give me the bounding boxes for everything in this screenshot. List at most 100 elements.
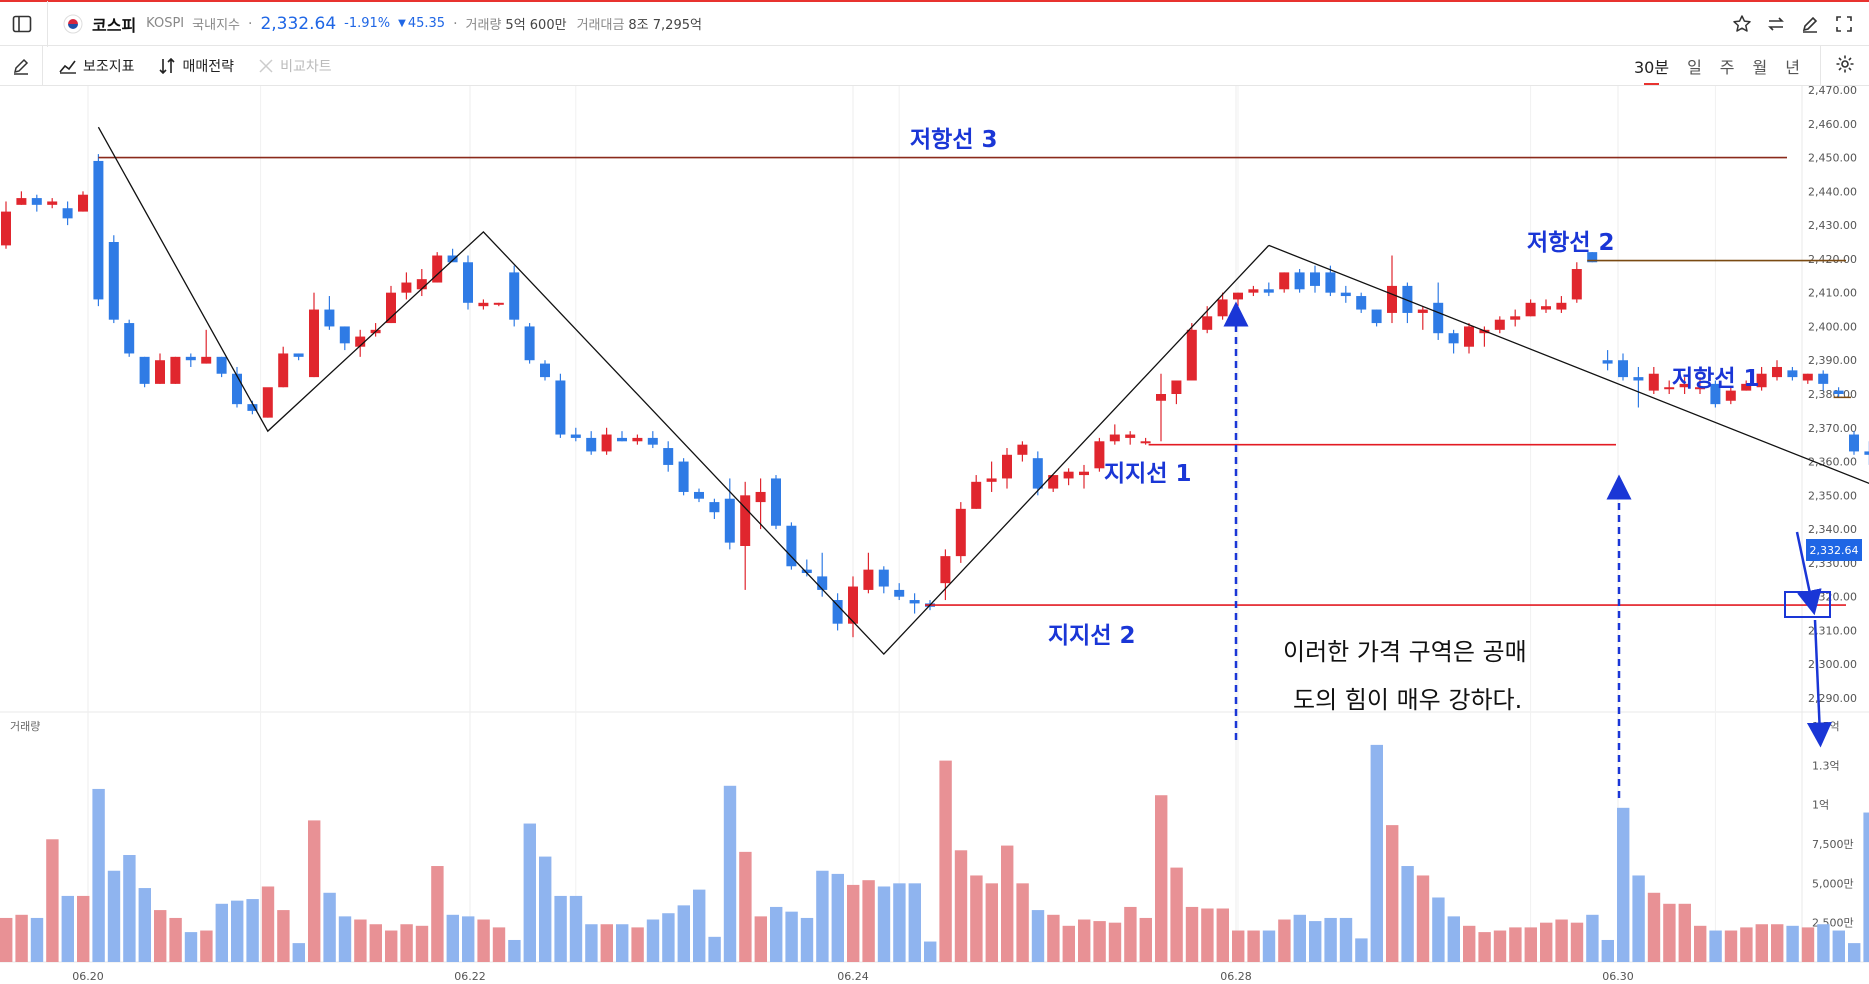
swap-icon[interactable] — [1765, 13, 1787, 35]
candle-body — [1417, 309, 1428, 313]
volume-bar — [1632, 875, 1645, 962]
volume-bar — [415, 925, 429, 962]
volume-bar — [0, 917, 13, 962]
candle-body — [1664, 387, 1675, 390]
candle-body — [617, 437, 627, 442]
candle-body — [1079, 471, 1089, 476]
candle-body — [971, 481, 982, 509]
volume-bar — [154, 910, 167, 962]
timeframe-30min[interactable]: 30분 — [1634, 54, 1669, 85]
candle-body — [632, 437, 643, 442]
compare-chart-button[interactable]: 비교차트 — [258, 56, 332, 76]
candle-body — [170, 356, 181, 384]
volume-bar — [1817, 924, 1830, 962]
volume-tick-label: 1억 — [1812, 799, 1829, 812]
volume-bar — [1863, 812, 1869, 962]
volume-bar — [1663, 903, 1676, 962]
volume-bar — [1355, 938, 1368, 962]
zigzag-trend-line — [97, 126, 1270, 656]
volume-bar — [261, 886, 275, 962]
down-triangle-icon: ▼ — [398, 18, 406, 29]
candle-body — [1618, 360, 1628, 378]
price-tick-label: 2,300.00 — [1808, 658, 1857, 671]
price-chart[interactable]: 2,470.00 2,460.00 2,450.00 2,440.00 2,430.00… — [0, 86, 1869, 984]
volume-bar — [1108, 922, 1122, 962]
candle-body — [339, 326, 350, 344]
price-tick-label: 2,470.00 — [1808, 86, 1857, 97]
candle-body — [1279, 272, 1290, 290]
volume-bar — [1031, 910, 1045, 962]
timeframe-year[interactable]: 년 — [1785, 57, 1800, 77]
candle-body — [1356, 296, 1367, 310]
candle-body — [478, 302, 489, 307]
volume-bar — [354, 919, 367, 962]
candle-body — [1833, 390, 1844, 394]
candle-body — [108, 242, 119, 320]
volume-panel-label: 거래량 — [10, 720, 40, 733]
volume-bar — [1617, 807, 1630, 962]
volume-bar — [1786, 925, 1799, 962]
volume-bar — [1201, 908, 1214, 962]
volume-bar — [215, 903, 228, 962]
timeframe-day[interactable]: 일 — [1687, 57, 1702, 77]
strategy-button[interactable]: 매매전략 — [158, 56, 234, 76]
sidebar-toggle-icon[interactable] — [11, 13, 33, 35]
timeframe-month[interactable]: 월 — [1752, 57, 1768, 77]
volume-bars — [0, 744, 1869, 962]
candle-body — [1063, 471, 1074, 479]
volume-bar — [1694, 925, 1707, 962]
price-tick-label: 2,380.00 — [1808, 388, 1857, 401]
candle-body — [324, 309, 335, 327]
star-icon[interactable] — [1731, 13, 1753, 35]
volume-bar — [831, 873, 844, 962]
volume-bar — [893, 883, 906, 962]
time-tick-label: 06.28 — [1220, 970, 1252, 983]
volume-bar — [184, 932, 198, 962]
price-tick-label: 2,410.00 — [1808, 287, 1857, 300]
edit-icon[interactable] — [1799, 13, 1821, 35]
candle-body — [447, 255, 458, 263]
volume-bar — [569, 895, 583, 962]
volume-bar — [1755, 924, 1768, 962]
volume-bar — [1185, 906, 1199, 962]
volume-bar — [1232, 930, 1245, 962]
candle-body — [601, 434, 612, 452]
volume-bar — [1801, 927, 1815, 962]
drawing-pen-icon[interactable] — [0, 57, 42, 75]
fullscreen-icon[interactable] — [1833, 13, 1855, 35]
candle-body — [1125, 434, 1136, 438]
volume-bar — [877, 886, 891, 962]
candle-body — [93, 160, 104, 300]
volume-bar — [816, 870, 829, 962]
price-tick-label: 2,420.00 — [1808, 253, 1857, 266]
candle-body — [1556, 302, 1567, 310]
timeframe-week[interactable]: 주 — [1719, 57, 1735, 77]
volume-tick-label: 5,000만 — [1812, 877, 1854, 890]
candle-body — [1402, 285, 1413, 313]
volume-bar — [246, 899, 259, 962]
price-tick-label: 2,450.00 — [1808, 152, 1857, 165]
price-tick-label: 2,350.00 — [1808, 489, 1857, 502]
change-percent: -1.91% — [344, 16, 391, 31]
candle-body — [78, 194, 88, 212]
volume-bar — [677, 905, 690, 962]
candle-body — [1818, 373, 1829, 384]
volume-bar — [1832, 930, 1845, 962]
candle-body — [1371, 309, 1382, 324]
volume-bar — [477, 919, 490, 962]
label-resistance-2: 저항선 2 — [1527, 230, 1615, 256]
volume-tick-label: 1.3억 — [1812, 759, 1840, 772]
volume-bar — [646, 919, 660, 962]
volume-bar — [1139, 917, 1152, 962]
volume-bar — [1278, 919, 1291, 962]
volume-bar — [739, 851, 752, 962]
settings-gear-icon[interactable] — [1835, 54, 1855, 78]
volume-bar — [277, 910, 290, 962]
candle-body — [1494, 319, 1505, 330]
candle-body — [1648, 373, 1659, 391]
label-resistance-1: 저항선 1 — [1672, 366, 1760, 392]
volume-bar — [1262, 930, 1276, 962]
candle-body — [863, 569, 874, 590]
indicator-button[interactable]: 보조지표 — [59, 56, 135, 76]
candle-body — [509, 272, 520, 320]
